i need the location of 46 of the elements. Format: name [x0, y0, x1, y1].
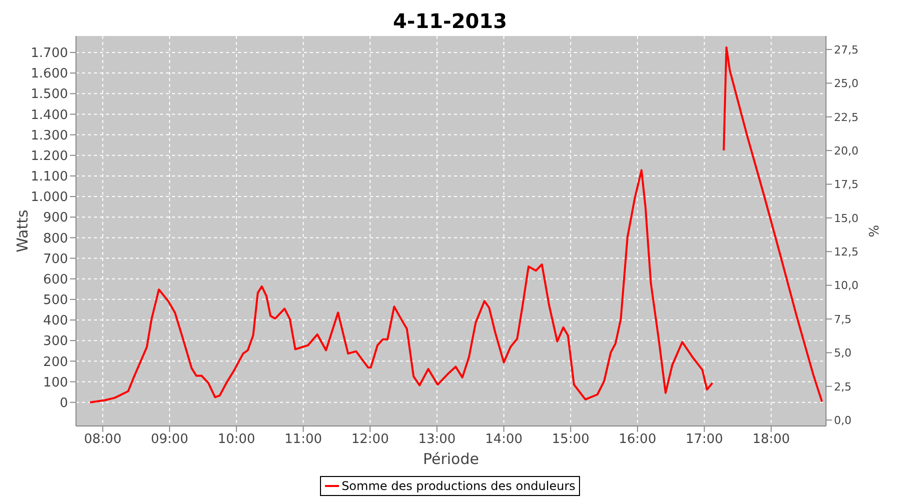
y-tick-label: 200: [43, 354, 68, 370]
y2-tick-label: 7,5: [834, 312, 852, 326]
x-tick-label: 13:00: [418, 432, 456, 448]
y-tick-label: 1.300: [30, 128, 68, 144]
y-tick-label: 500: [43, 293, 68, 308]
y-tick-label: 1.100: [30, 170, 68, 185]
y2-tick-label: 25,0: [834, 77, 858, 90]
x-tick-label: 16:00: [618, 432, 656, 448]
y-tick-label: 1.700: [30, 46, 68, 62]
y2-tick-label: 12,5: [834, 246, 858, 259]
y2-tick-label: 22,5: [834, 110, 858, 124]
x-tick-label: 14:00: [485, 432, 523, 448]
x-tick-label: 08:00: [84, 432, 122, 448]
y-tick-label: 600: [43, 272, 68, 288]
y2-tick-label: 20,0: [834, 144, 858, 158]
y2-tick-label: 15,0: [834, 212, 858, 225]
y-tick-label: 1.400: [30, 108, 68, 123]
y-tick-label: 1.000: [30, 190, 68, 206]
y2-tick-label: 0,0: [834, 414, 852, 427]
x-tick-label: 10:00: [218, 432, 256, 448]
legend-label: Somme des productions des onduleurs: [342, 479, 576, 493]
y-tick-label: 300: [43, 334, 68, 350]
x-tick-label: 09:00: [150, 432, 188, 448]
x-axis-title: Période: [422, 450, 480, 468]
y-axis-title: Watts: [13, 210, 32, 252]
x-tick-label: 12:00: [351, 432, 389, 448]
y2-tick-label: 10,0: [834, 279, 858, 292]
y-tick-label: 800: [43, 231, 68, 246]
x-tick-label: 15:00: [552, 432, 590, 448]
y-tick-label: 1.600: [30, 66, 68, 82]
x-tick-label: 11:00: [284, 432, 322, 448]
y-tick-label: 1.200: [30, 148, 68, 164]
y2-tick-label: 27,5: [834, 43, 858, 56]
x-tick-label: 18:00: [752, 432, 790, 448]
y2-tick-label: 17,5: [834, 178, 858, 192]
chart-title: 4-11-2013: [392, 8, 508, 34]
y-tick-label: 900: [43, 210, 68, 226]
y-tick-label: 700: [43, 252, 68, 267]
y-tick-label: 100: [43, 375, 68, 390]
y2-tick-label: 2,5: [834, 380, 852, 394]
y-tick-label: 1.500: [30, 87, 68, 102]
y2-axis-title: %: [868, 224, 883, 238]
x-tick-label: 17:00: [686, 432, 724, 448]
y-tick-label: 400: [43, 314, 68, 329]
y2-tick-label: 5,0: [834, 346, 852, 360]
y-tick-label: 0: [60, 396, 68, 411]
